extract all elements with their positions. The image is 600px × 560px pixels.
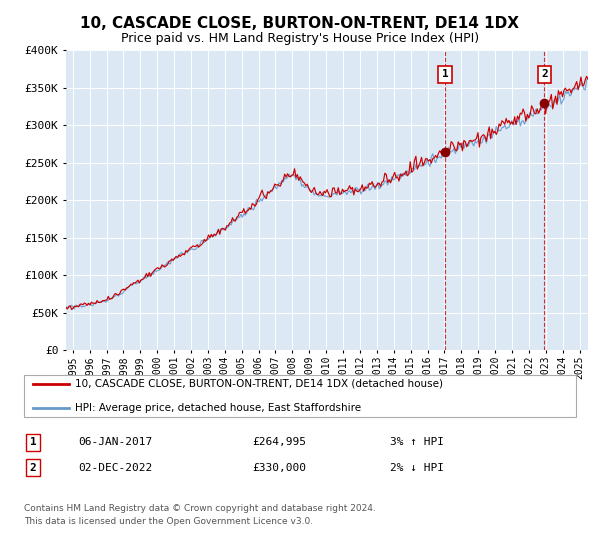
Text: 3% ↑ HPI: 3% ↑ HPI — [390, 437, 444, 447]
Text: £330,000: £330,000 — [252, 463, 306, 473]
Text: 06-JAN-2017: 06-JAN-2017 — [78, 437, 152, 447]
Text: HPI: Average price, detached house, East Staffordshire: HPI: Average price, detached house, East… — [75, 403, 361, 413]
Text: 10, CASCADE CLOSE, BURTON-ON-TRENT, DE14 1DX (detached house): 10, CASCADE CLOSE, BURTON-ON-TRENT, DE14… — [75, 379, 443, 389]
Text: 2: 2 — [29, 463, 37, 473]
Text: 02-DEC-2022: 02-DEC-2022 — [78, 463, 152, 473]
Text: 2% ↓ HPI: 2% ↓ HPI — [390, 463, 444, 473]
Text: 1: 1 — [442, 69, 448, 80]
Text: 1: 1 — [29, 437, 37, 447]
Text: Price paid vs. HM Land Registry's House Price Index (HPI): Price paid vs. HM Land Registry's House … — [121, 32, 479, 45]
Text: 10, CASCADE CLOSE, BURTON-ON-TRENT, DE14 1DX: 10, CASCADE CLOSE, BURTON-ON-TRENT, DE14… — [80, 16, 520, 31]
Text: Contains HM Land Registry data © Crown copyright and database right 2024.
This d: Contains HM Land Registry data © Crown c… — [24, 504, 376, 525]
Text: £264,995: £264,995 — [252, 437, 306, 447]
Text: 2: 2 — [541, 69, 548, 80]
